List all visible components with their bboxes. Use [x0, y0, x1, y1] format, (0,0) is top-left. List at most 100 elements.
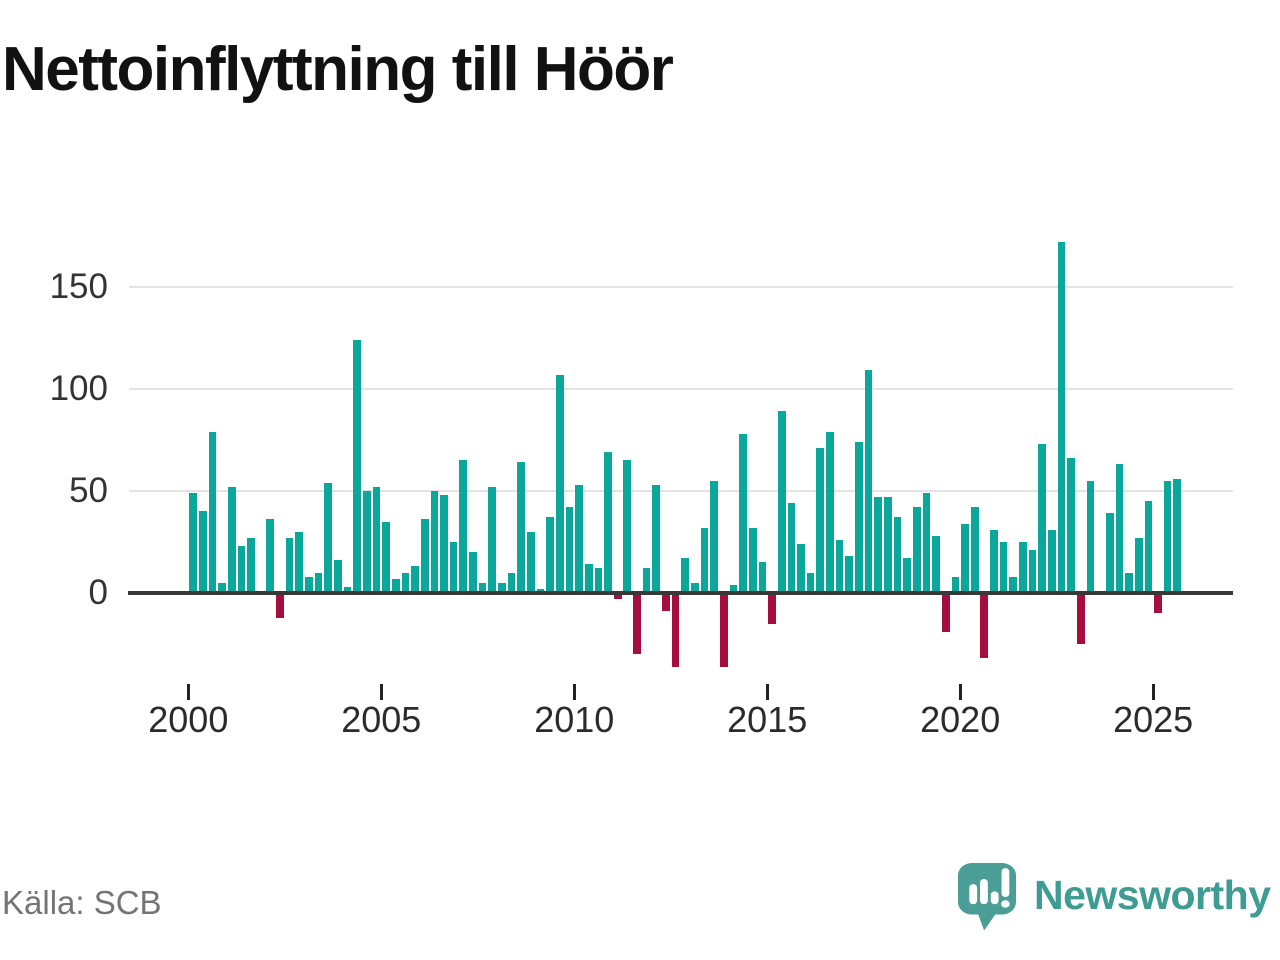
bar [604, 452, 612, 593]
chart-title: Nettoinflyttning till Höör [2, 35, 674, 104]
bar [266, 519, 275, 593]
bar [1067, 458, 1075, 593]
x-tick-label-2015: 2015 [727, 699, 808, 740]
bar [1125, 572, 1133, 593]
bar [362, 490, 371, 593]
y-axis-label-50: 50 [69, 470, 108, 510]
bar [1105, 513, 1114, 593]
bar [584, 564, 593, 593]
bar [855, 441, 863, 593]
bar [932, 535, 940, 593]
bar [864, 370, 873, 593]
bar [546, 517, 554, 593]
bar [691, 582, 699, 593]
newsworthy-logo-text: Newsworthy [1034, 872, 1271, 918]
bar [845, 556, 854, 593]
gridline-y-150 [129, 285, 1233, 288]
bar [748, 527, 757, 593]
bar [980, 593, 989, 659]
x-tick-2025 [1151, 684, 1155, 700]
bar [498, 582, 506, 593]
bar [420, 519, 429, 593]
bar [401, 572, 410, 593]
x-tick-2000 [186, 684, 190, 700]
bar [671, 593, 680, 667]
bar [1144, 501, 1153, 593]
bar [478, 582, 487, 593]
bar [903, 558, 911, 593]
bar [1115, 464, 1124, 593]
bar [951, 576, 960, 593]
gridline-y-100 [129, 387, 1233, 390]
bar [575, 484, 583, 593]
x-tick-label-2010: 2010 [534, 699, 615, 740]
x-tick-2015 [765, 684, 769, 700]
x-tick-2010 [572, 684, 576, 700]
bar [768, 593, 776, 624]
bar [1134, 537, 1143, 593]
bar [189, 492, 197, 593]
bar [1028, 550, 1037, 593]
bar [247, 537, 255, 593]
bar [276, 593, 284, 618]
bar [1163, 480, 1172, 593]
bar [710, 480, 718, 593]
bar [227, 486, 236, 593]
bar [652, 484, 661, 593]
bar [391, 578, 400, 593]
bar [1057, 241, 1066, 593]
bar [700, 527, 709, 593]
bar [777, 411, 786, 593]
bar [1076, 593, 1085, 645]
bar [1038, 443, 1047, 593]
bar [198, 511, 207, 593]
bar [536, 588, 545, 593]
bar [912, 507, 921, 593]
y-axis-label-150: 150 [49, 266, 108, 306]
x-axis-line [128, 591, 1233, 595]
bar [662, 593, 670, 612]
bar [633, 593, 641, 655]
bar [970, 507, 979, 593]
newsworthy-logo: Newsworthy [958, 862, 1278, 932]
bar [324, 482, 333, 593]
bar [218, 582, 226, 593]
bar [565, 507, 574, 593]
bar [874, 497, 883, 593]
bar [382, 521, 390, 593]
source-label: Källa: SCB [2, 884, 162, 921]
x-tick-label-2005: 2005 [341, 699, 422, 740]
bar [555, 374, 564, 593]
bar [922, 492, 931, 593]
x-tick-2005 [379, 684, 383, 700]
y-axis-label-0: 0 [88, 573, 108, 612]
bar [517, 462, 526, 593]
bar [719, 593, 728, 667]
bar [295, 531, 304, 593]
newsworthy-logo-icon [958, 863, 1016, 931]
bar [999, 541, 1008, 593]
bar [1086, 480, 1095, 593]
bar [1048, 529, 1056, 593]
bar [826, 431, 834, 593]
x-tick-label-2020: 2020 [920, 699, 1001, 740]
bar [430, 490, 439, 593]
bar [527, 531, 535, 593]
bar [1019, 541, 1027, 593]
bar [314, 572, 323, 593]
bar [787, 503, 796, 593]
y-axis-label-100: 100 [49, 368, 108, 408]
bar [816, 448, 825, 593]
x-tick-label-2025: 2025 [1113, 699, 1194, 740]
bar [961, 523, 969, 593]
bar [642, 568, 651, 593]
bar [990, 529, 998, 593]
bar [729, 584, 738, 593]
bar [1173, 478, 1182, 593]
bar [739, 433, 747, 593]
bar [797, 543, 805, 593]
bar [334, 560, 342, 593]
bar [459, 460, 468, 593]
bar [1009, 576, 1018, 593]
